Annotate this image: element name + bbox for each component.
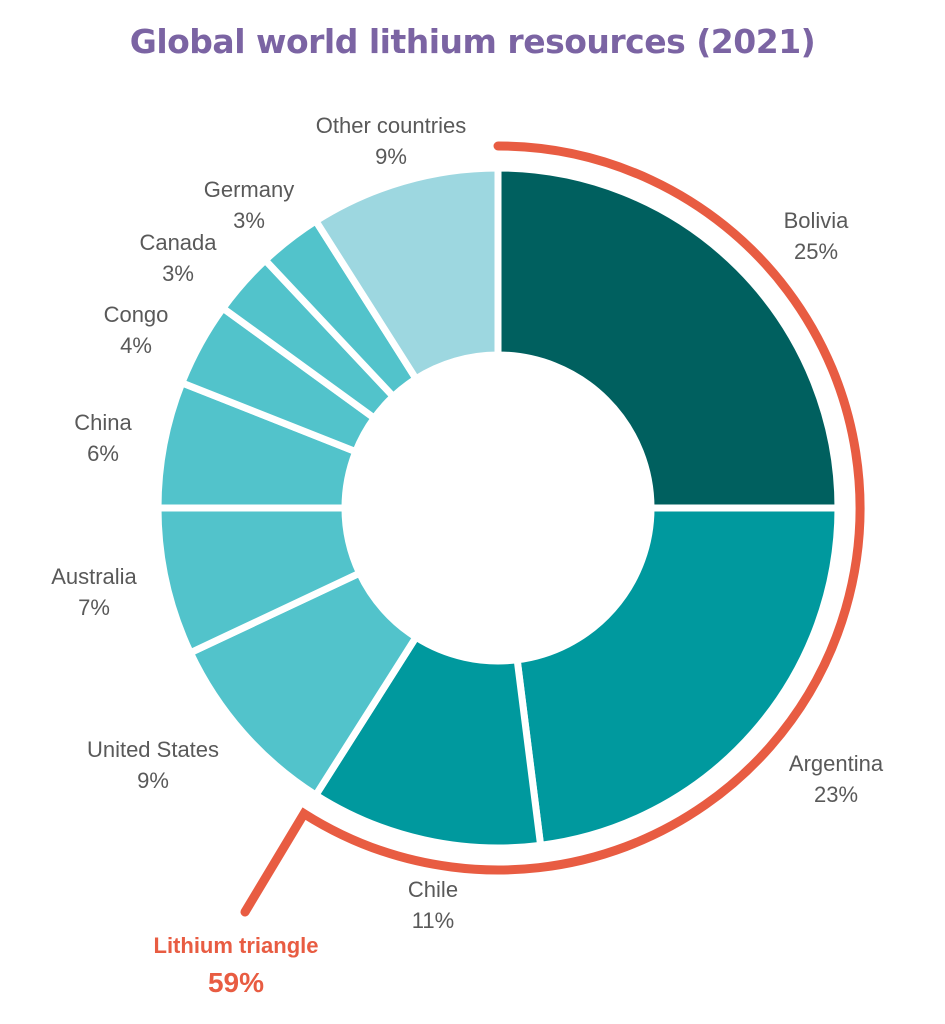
label-congo: Congo: [104, 302, 169, 327]
value-united-states: 9%: [137, 768, 169, 793]
label-other-countries: Other countries: [316, 113, 466, 138]
label-united-states: United States: [87, 737, 219, 762]
value-china: 6%: [87, 441, 119, 466]
value-canada: 3%: [162, 261, 194, 286]
label-germany: Germany: [204, 177, 294, 202]
value-germany: 3%: [233, 208, 265, 233]
label-canada: Canada: [139, 230, 217, 255]
annotation-label: Lithium triangle: [154, 933, 319, 958]
annotation-value: 59%: [208, 967, 264, 998]
value-other-countries: 9%: [375, 144, 407, 169]
chart-title: Global world lithium resources (2021): [129, 22, 816, 61]
slice-other-countries: [310, 164, 502, 384]
value-chile: 11%: [412, 908, 454, 933]
label-australia: Australia: [51, 564, 137, 589]
label-argentina: Argentina: [789, 751, 884, 776]
value-bolivia: 25%: [794, 239, 838, 264]
lithium-triangle-bracket: [240, 141, 865, 917]
label-bolivia: Bolivia: [784, 208, 850, 233]
value-australia: 7%: [78, 595, 110, 620]
label-china: China: [74, 410, 132, 435]
slice-argentina: [513, 504, 842, 850]
slice-bolivia: [494, 164, 842, 512]
value-argentina: 23%: [814, 782, 858, 807]
value-congo: 4%: [120, 333, 152, 358]
slice-chile: [310, 632, 545, 852]
label-chile: Chile: [408, 877, 458, 902]
